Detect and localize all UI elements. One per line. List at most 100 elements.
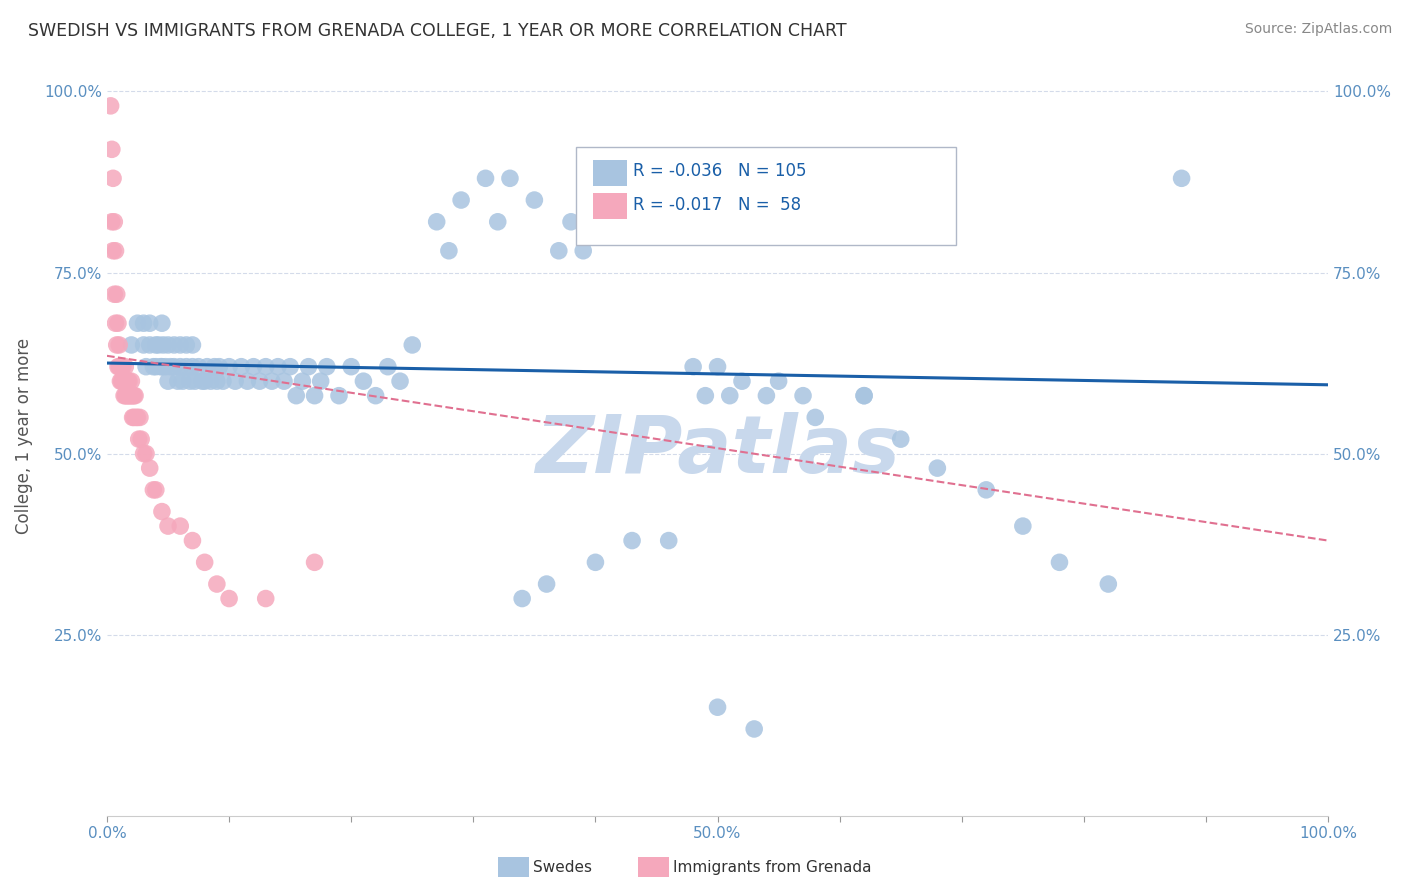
- Point: [169, 359, 191, 374]
- Point: [853, 389, 876, 403]
- Point: [890, 432, 912, 446]
- Point: [115, 389, 138, 403]
- Point: [194, 374, 217, 388]
- Point: [142, 483, 165, 497]
- Point: [112, 374, 135, 388]
- Point: [236, 374, 259, 388]
- Point: [328, 389, 350, 403]
- Point: [437, 244, 460, 258]
- Point: [150, 505, 173, 519]
- Point: [572, 244, 595, 258]
- Point: [138, 338, 160, 352]
- Point: [208, 359, 231, 374]
- Point: [309, 374, 332, 388]
- Point: [254, 591, 277, 606]
- Point: [111, 374, 134, 388]
- Point: [695, 389, 717, 403]
- Point: [273, 374, 295, 388]
- Text: R = -0.036   N = 105: R = -0.036 N = 105: [633, 162, 806, 180]
- Point: [112, 389, 135, 403]
- Point: [122, 389, 145, 403]
- Point: [218, 359, 240, 374]
- Point: [172, 374, 194, 388]
- Point: [101, 142, 124, 156]
- Point: [111, 374, 134, 388]
- Point: [103, 215, 125, 229]
- Text: ZIPatlas: ZIPatlas: [536, 412, 900, 490]
- Point: [927, 461, 949, 475]
- Point: [377, 359, 399, 374]
- Point: [755, 389, 778, 403]
- Text: Source: ZipAtlas.com: Source: ZipAtlas.com: [1244, 22, 1392, 37]
- Point: [291, 374, 314, 388]
- Point: [145, 483, 167, 497]
- Point: [304, 389, 326, 403]
- Point: [132, 338, 155, 352]
- Point: [181, 533, 204, 548]
- Point: [120, 338, 142, 352]
- Point: [187, 359, 209, 374]
- Point: [278, 359, 301, 374]
- Point: [135, 359, 157, 374]
- Point: [179, 374, 201, 388]
- Point: [114, 359, 136, 374]
- Point: [121, 410, 143, 425]
- Point: [159, 359, 181, 374]
- Point: [118, 389, 141, 403]
- Point: [150, 359, 173, 374]
- Point: [120, 389, 142, 403]
- Point: [645, 193, 668, 207]
- Point: [101, 215, 124, 229]
- Point: [218, 591, 240, 606]
- Point: [129, 432, 152, 446]
- Point: [596, 193, 619, 207]
- Point: [127, 410, 149, 425]
- Point: [510, 591, 533, 606]
- Point: [155, 359, 177, 374]
- Point: [706, 700, 728, 714]
- Point: [242, 359, 264, 374]
- Point: [486, 215, 509, 229]
- Point: [205, 374, 228, 388]
- Point: [249, 374, 271, 388]
- Point: [853, 389, 876, 403]
- Point: [1097, 577, 1119, 591]
- Point: [107, 316, 129, 330]
- Point: [450, 193, 472, 207]
- Point: [110, 359, 132, 374]
- Point: [1049, 555, 1071, 569]
- Point: [804, 410, 827, 425]
- Point: [138, 316, 160, 330]
- Point: [157, 519, 180, 533]
- Point: [191, 374, 214, 388]
- Text: Immigrants from Grenada: Immigrants from Grenada: [673, 860, 872, 874]
- Point: [108, 338, 131, 352]
- Point: [768, 374, 790, 388]
- Point: [120, 389, 142, 403]
- Point: [132, 447, 155, 461]
- Point: [718, 389, 741, 403]
- Text: Swedes: Swedes: [533, 860, 592, 874]
- Point: [285, 389, 308, 403]
- Y-axis label: College, 1 year or more: College, 1 year or more: [15, 337, 32, 533]
- Point: [107, 359, 129, 374]
- Point: [101, 244, 124, 258]
- Point: [117, 389, 139, 403]
- Point: [352, 374, 374, 388]
- Point: [583, 555, 606, 569]
- Point: [181, 338, 204, 352]
- Point: [260, 374, 283, 388]
- Point: [474, 171, 496, 186]
- Point: [621, 533, 644, 548]
- Point: [111, 359, 134, 374]
- Point: [166, 374, 188, 388]
- Point: [200, 374, 222, 388]
- Point: [145, 338, 167, 352]
- Point: [150, 316, 173, 330]
- Point: [115, 374, 138, 388]
- Point: [204, 359, 226, 374]
- Point: [315, 359, 337, 374]
- Point: [129, 410, 152, 425]
- Point: [163, 359, 186, 374]
- Point: [669, 193, 692, 207]
